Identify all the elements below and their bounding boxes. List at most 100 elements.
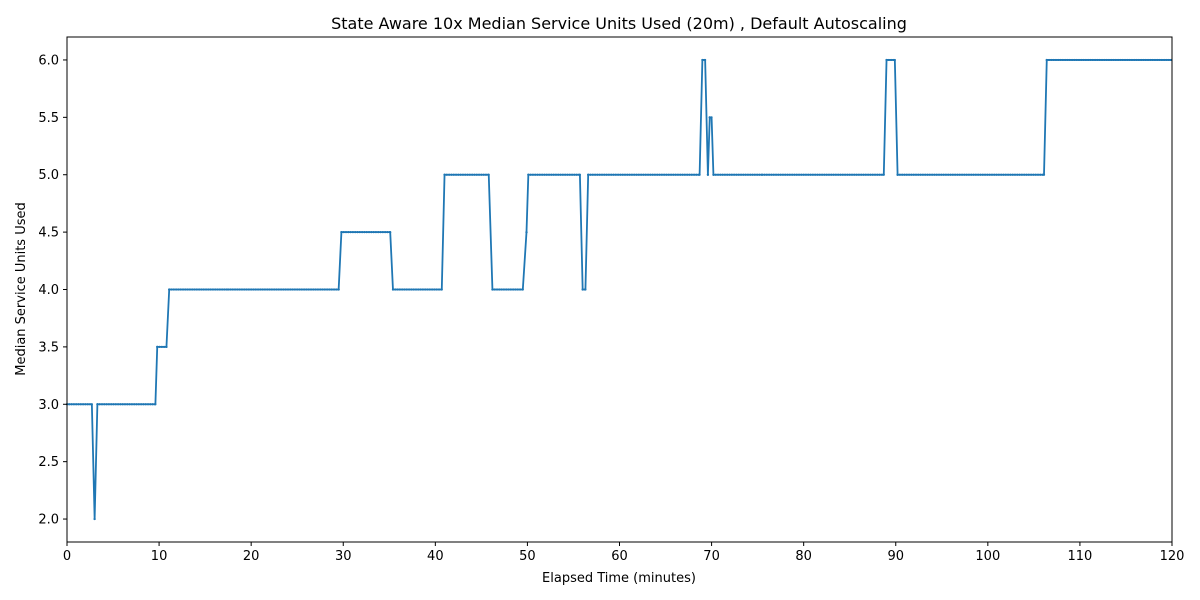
data-point: [410, 288, 413, 291]
data-point: [596, 173, 599, 176]
data-point: [156, 345, 159, 348]
x-tick-label: 50: [519, 549, 536, 564]
data-point: [275, 288, 278, 291]
data-point: [105, 403, 108, 406]
data-point: [312, 288, 315, 291]
data-point: [1142, 58, 1145, 62]
data-point: [981, 173, 984, 176]
data-point: [901, 173, 904, 176]
data-point: [218, 288, 221, 291]
data-point: [1013, 173, 1017, 176]
data-point: [1123, 58, 1127, 62]
series-markers: [65, 58, 1173, 521]
data-point: [890, 58, 893, 62]
data-point: [983, 173, 987, 176]
data-point: [123, 403, 127, 406]
data-point: [121, 403, 124, 406]
plot-area: [65, 58, 1173, 521]
data-point: [1153, 58, 1157, 62]
data-point: [974, 173, 977, 176]
data-point: [949, 173, 952, 176]
data-point: [536, 173, 539, 176]
data-point: [1045, 58, 1048, 62]
data-point: [839, 173, 842, 176]
data-point: [514, 288, 517, 291]
data-point: [688, 173, 691, 176]
data-point: [79, 403, 82, 406]
data-point: [644, 173, 647, 176]
data-point: [864, 173, 867, 176]
data-point: [1075, 58, 1078, 62]
data-point: [917, 173, 920, 176]
data-point: [827, 173, 831, 176]
data-point: [658, 173, 661, 176]
data-point: [291, 288, 294, 291]
data-point: [137, 403, 140, 406]
data-point: [837, 173, 840, 176]
data-point: [1061, 58, 1064, 62]
data-point: [937, 173, 941, 176]
data-point: [774, 173, 778, 176]
data-point: [965, 173, 968, 176]
data-point: [454, 173, 458, 176]
data-point: [893, 58, 896, 62]
data-point: [559, 173, 562, 176]
data-point: [867, 173, 870, 176]
data-point: [581, 288, 584, 291]
data-point: [742, 173, 745, 176]
x-tick-label: 120: [1160, 549, 1185, 564]
data-point: [361, 231, 364, 234]
data-point: [487, 173, 490, 176]
data-point: [144, 403, 147, 406]
data-point: [263, 288, 267, 291]
data-point: [972, 173, 975, 176]
data-point: [633, 173, 636, 176]
data-point: [1023, 173, 1026, 176]
data-point: [512, 288, 515, 291]
data-point: [931, 173, 934, 176]
data-point: [841, 173, 844, 176]
y-tick-label: 6.0: [38, 53, 59, 68]
data-point: [800, 173, 803, 176]
data-point: [1002, 173, 1005, 176]
data-point: [977, 173, 980, 176]
data-point: [940, 173, 943, 176]
data-point: [1084, 58, 1087, 62]
data-point: [184, 288, 187, 291]
data-point: [284, 288, 287, 291]
data-point: [756, 173, 759, 176]
data-point: [768, 173, 771, 176]
data-point: [365, 231, 368, 234]
data-point: [307, 288, 310, 291]
data-point: [457, 173, 460, 176]
data-point: [163, 345, 166, 348]
data-point: [96, 403, 99, 406]
data-point: [177, 288, 180, 291]
data-point: [286, 288, 290, 291]
data-point: [640, 173, 643, 176]
data-point: [926, 173, 929, 176]
data-point: [610, 173, 613, 176]
data-point: [431, 288, 434, 291]
data-point: [607, 173, 611, 176]
data-point: [417, 288, 420, 291]
data-point: [77, 403, 80, 406]
data-point: [351, 231, 355, 234]
data-point: [259, 288, 262, 291]
data-point: [873, 173, 877, 176]
data-point: [751, 173, 754, 176]
y-tick-label: 5.0: [38, 168, 59, 183]
data-point: [960, 173, 964, 176]
data-point: [165, 345, 168, 348]
data-point: [1089, 58, 1092, 62]
data-point: [887, 58, 890, 62]
data-point: [820, 173, 824, 176]
data-point: [146, 403, 150, 406]
data-point: [379, 231, 382, 234]
data-point: [168, 288, 171, 291]
data-point: [1167, 58, 1170, 62]
data-point: [802, 173, 805, 176]
data-point: [797, 173, 801, 176]
data-point: [507, 288, 510, 291]
data-point: [566, 173, 569, 176]
